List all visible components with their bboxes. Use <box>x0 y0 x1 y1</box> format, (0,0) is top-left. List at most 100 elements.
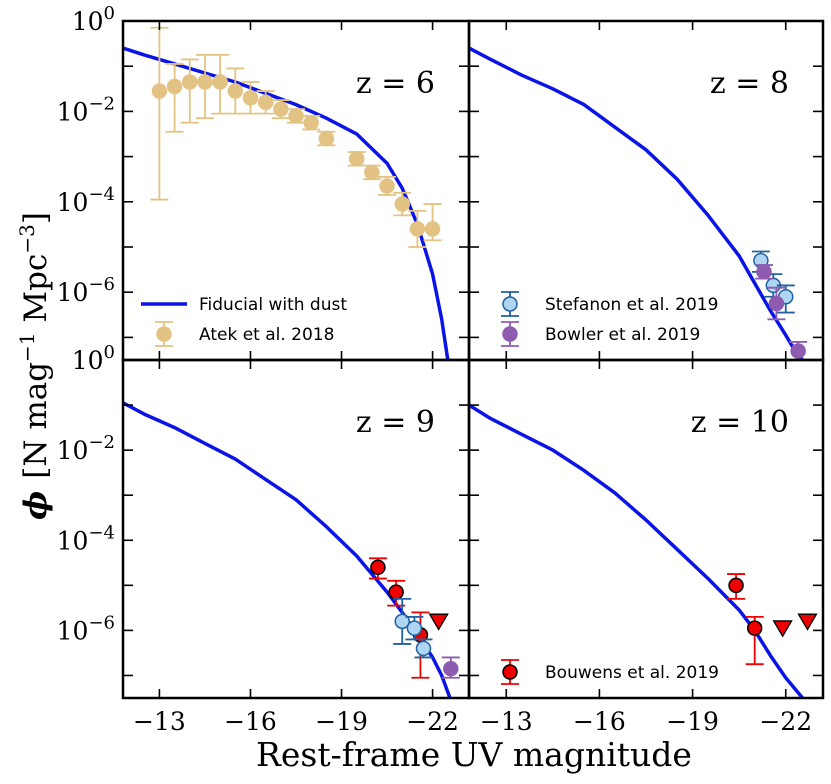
data-point <box>182 74 198 90</box>
data-point <box>728 577 744 594</box>
x-tick-label: −22 <box>406 707 459 736</box>
panel-frame <box>467 358 825 700</box>
series-bouwens-et-al-2019 <box>727 573 764 666</box>
error-bar <box>150 26 169 201</box>
data-point <box>227 83 244 99</box>
model-curve-z6 <box>123 46 450 360</box>
data-point <box>424 221 441 237</box>
data-point <box>197 74 213 90</box>
series-stefanon-et-al-2019 <box>393 597 433 659</box>
model-curve-z10 <box>469 403 805 698</box>
legend-entry: Atek et al. 2018 <box>155 321 334 347</box>
upper-limit-marker <box>797 613 818 631</box>
y-tick-label-base: 10 <box>72 7 104 36</box>
data-point <box>379 178 395 194</box>
y-tick-label-exponent: −2 <box>88 432 115 453</box>
legend-label: Atek et al. 2018 <box>199 325 334 345</box>
panel-redshift-label: z = 8 <box>710 66 789 101</box>
y-axis-label-text: [N mag <box>18 362 54 479</box>
y-tick-label-exponent: −4 <box>88 184 115 205</box>
panel-plot-area <box>123 401 460 698</box>
legend-z8: Stefanon et al. 2019 Bowler et al. 2019 <box>501 291 718 347</box>
panel-plot-area <box>123 26 450 360</box>
y-tick-label: 10−4 <box>57 522 115 555</box>
y-tick-label: 100 <box>72 342 115 375</box>
data-point <box>212 74 228 90</box>
x-tick-label: −19 <box>315 707 368 736</box>
y-tick-label-base: 10 <box>57 188 89 217</box>
data-point <box>257 94 274 111</box>
panel-redshift-label: z = 10 <box>691 405 789 440</box>
data-point <box>756 264 772 280</box>
x-tick-label: −13 <box>480 707 533 736</box>
y-tick-label: 10−4 <box>57 184 115 217</box>
legend-label: Bowler et al. 2019 <box>545 325 700 345</box>
y-tick-label-base: 10 <box>57 97 89 126</box>
data-point <box>394 613 410 630</box>
y-tick-label: 10−6 <box>57 612 115 645</box>
data-point <box>790 343 806 359</box>
data-point <box>415 640 432 657</box>
data-point <box>746 620 763 636</box>
x-axis-label: Rest-frame UV magnitude <box>256 735 692 774</box>
data-point <box>348 151 365 167</box>
legend-entry: Bouwens et al. 2019 <box>501 659 719 685</box>
series-bowler-et-al-2019 <box>441 656 460 679</box>
y-axis-label-end: ] <box>18 212 54 224</box>
y-tick-label-base: 10 <box>57 436 89 465</box>
data-point <box>242 90 259 106</box>
panel-z8: z = 8 Stefanon et al. 2019 Bowler et al. 2… <box>467 19 825 362</box>
data-point <box>388 584 404 600</box>
y-tick-label-exponent: −6 <box>88 274 115 295</box>
y-axis-label: ϕ [N mag−1 Mpc−3] <box>15 212 54 520</box>
legend-label: Fiducial with dust <box>199 295 347 315</box>
legend-entry: Bowler et al. 2019 <box>501 321 700 347</box>
legend-marker-swatch <box>502 664 518 680</box>
legend-z10: Bouwens et al. 2019 <box>501 659 719 685</box>
y-tick-label: 10−2 <box>57 432 115 465</box>
data-point <box>406 620 423 636</box>
y-axis-label-exp1: −1 <box>15 332 39 361</box>
data-point <box>273 101 289 117</box>
legend-label: Bouwens et al. 2019 <box>545 663 719 683</box>
data-point <box>303 114 319 131</box>
y-axis-label-mid: Mpc <box>18 254 54 333</box>
y-tick-label-exponent: −6 <box>88 612 115 633</box>
panel-redshift-label: z = 6 <box>356 66 435 101</box>
x-tick-label: −19 <box>666 707 719 736</box>
panel-plot-area <box>469 46 808 360</box>
model-curve-z9 <box>123 401 452 698</box>
legend-marker-swatch <box>156 326 172 342</box>
data-point <box>288 108 304 124</box>
data-point <box>318 130 335 147</box>
y-axis-label-symbol: ϕ <box>18 491 54 520</box>
upper-limit-marker <box>772 620 793 638</box>
x-tick-label: −13 <box>133 707 186 736</box>
legend-entry: Stefanon et al. 2019 <box>501 291 718 317</box>
y-tick-label-base: 10 <box>57 616 89 645</box>
y-tick-label-exponent: 0 <box>104 342 115 363</box>
data-point <box>166 78 183 95</box>
error-bar <box>165 63 184 133</box>
series-atek-et-al-2018 <box>150 26 442 248</box>
y-tick-label-exponent: −4 <box>88 522 115 543</box>
series-bowler-et-al-2019 <box>755 264 808 360</box>
data-point <box>768 295 785 312</box>
data-point <box>394 196 410 212</box>
error-bar <box>180 58 199 124</box>
y-tick-label-base: 10 <box>57 278 89 307</box>
data-point <box>364 164 380 181</box>
legend-z6: Fiducial with dust Atek et al. 2018 <box>141 295 347 347</box>
x-tick-label: −16 <box>573 707 626 736</box>
legend-marker-swatch <box>502 326 518 342</box>
data-point <box>151 83 168 99</box>
svg-text:ϕ[N mag−1 Mpc−3]: ϕ [N mag−1 Mpc−3] <box>15 212 54 520</box>
panel-z10: −13 −16 −19 −22 z = 10 Bouwens et al. 2019 <box>467 358 825 736</box>
y-tick-label: 10−6 <box>57 274 115 307</box>
legend-entry: Fiducial with dust <box>141 295 347 315</box>
panel-plot-area <box>469 403 818 698</box>
